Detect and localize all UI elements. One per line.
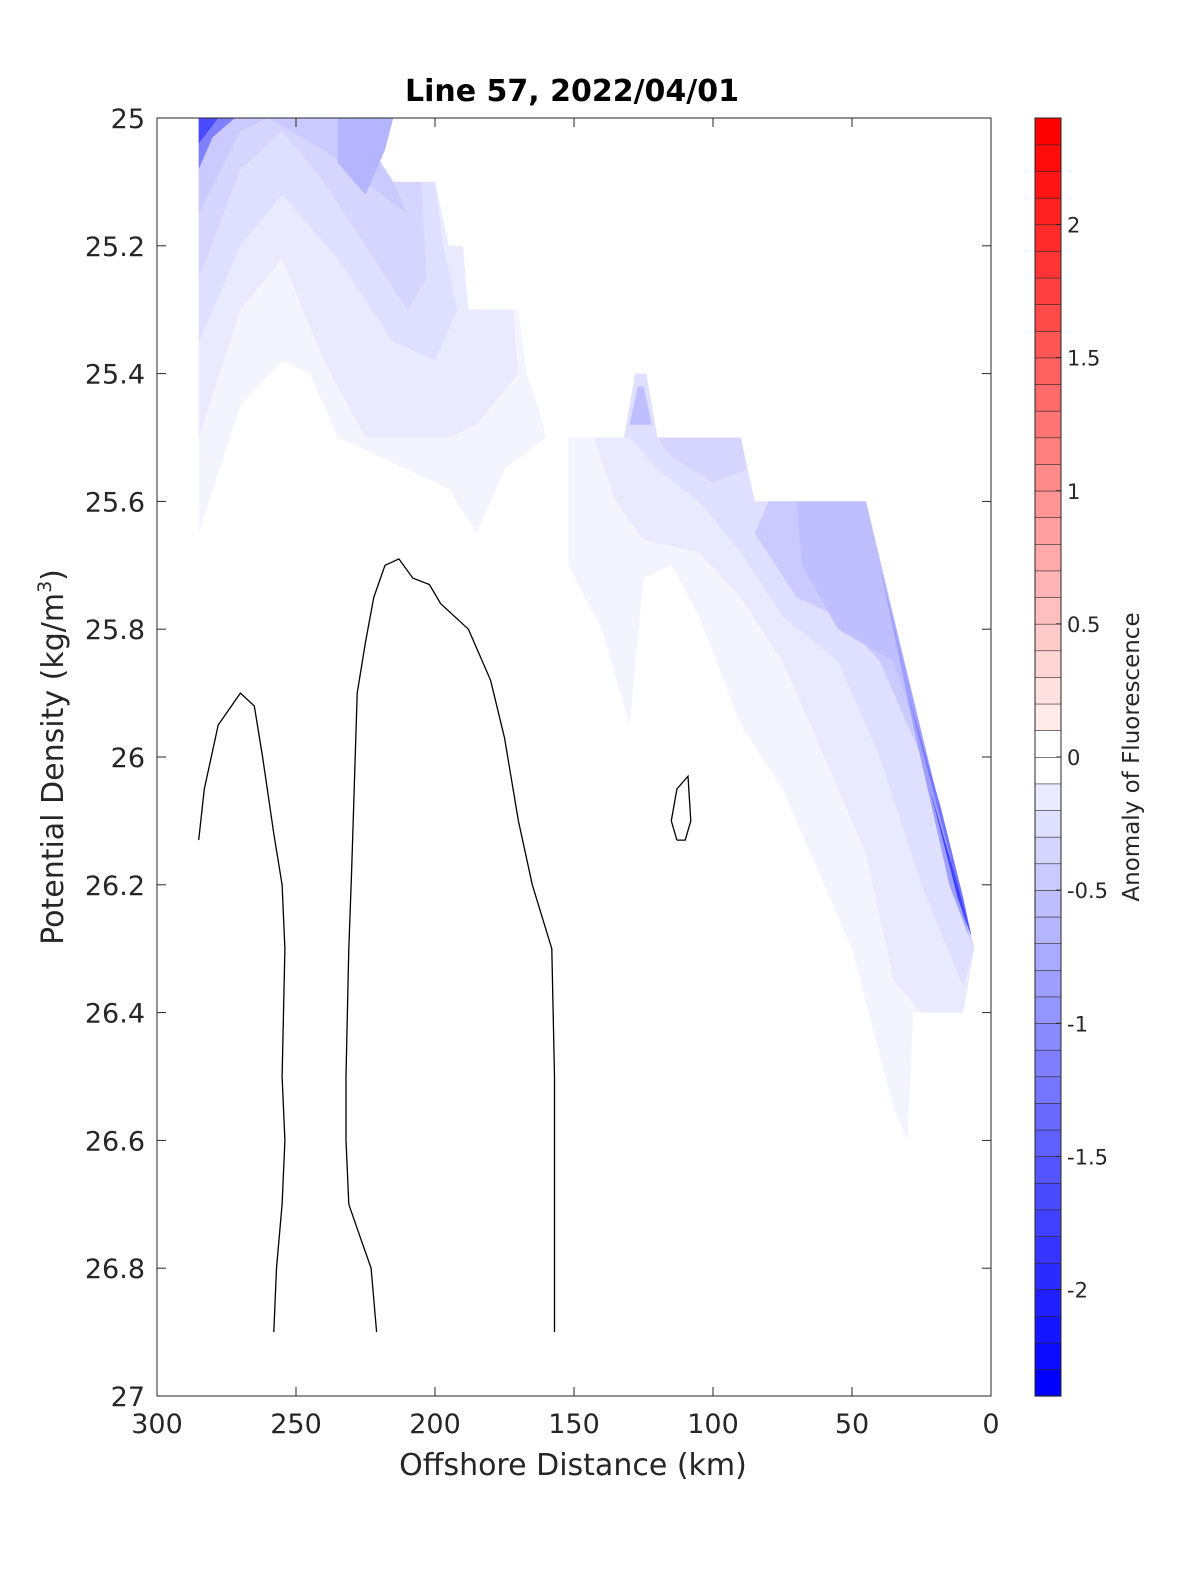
colorbar-segment [1034,863,1062,891]
colorbar-segment [1034,304,1062,332]
colorbar-tick-label: -1 [1067,1012,1088,1036]
colorbar-segment [1034,1369,1062,1397]
colorbar-segment [1034,1156,1062,1184]
colorbar-tick-label: 0 [1067,746,1080,770]
y-tick-label: 26.6 [85,1126,145,1157]
colorbar-segment [1034,250,1062,279]
colorbar-segment [1034,1022,1062,1051]
colorbar-segment [1034,463,1062,492]
colorbar-segment [1034,330,1062,359]
x-axis-ticks: 300 250 200 150 100 50 0 [131,118,1000,1440]
y-tick-label: 26.4 [85,999,145,1030]
colorbar-segment [1034,197,1062,226]
zero-contour-line [345,558,556,1333]
colorbar-segment [1034,1289,1062,1317]
y-axis-label-superscript: 3 [34,581,56,593]
y-tick-label: 27 [111,1382,145,1413]
colorbar-tick-label: 0.5 [1067,613,1100,637]
x-tick-label: 200 [409,1409,461,1440]
y-tick-label: 25.2 [85,232,145,263]
y-tick-label: 26.2 [85,871,145,902]
colorbar-segment [1034,170,1062,199]
y-axis-label: Potential Density (kg/m3) [34,569,71,945]
colorbar-segment [1034,1049,1062,1078]
y-axis-ticks: 25 25.2 25.4 25.6 25.8 26 26.2 26.4 26.6 26.8 27 [85,104,991,1413]
colorbar-segment [1034,437,1062,465]
colorbar-segment [1034,703,1062,731]
colorbar-segment [1034,570,1062,598]
y-tick-label: 26.8 [85,1254,145,1285]
y-tick-label: 25.8 [85,615,145,646]
colorbar-tick-label: -1.5 [1067,1145,1108,1169]
contour-fill-region [629,386,652,425]
colorbar-segment [1034,1182,1062,1211]
chart-title: Line 57, 2022/04/01 [405,74,739,109]
colorbar: 2 1.5 1 0.5 0 -0.5 -1 -1.5 -2 [1034,117,1108,1397]
colorbar-tick-label: 1.5 [1067,347,1100,371]
colorbar-segment [1034,1262,1062,1291]
contour-fill-region [657,437,747,483]
y-axis-label-main: Potential Density (kg/m [36,593,71,945]
colorbar-segment [1034,783,1062,811]
colorbar-tick-label: -0.5 [1067,879,1108,903]
colorbar-tick-label: 1 [1067,480,1080,504]
x-tick-label: 50 [835,1409,869,1440]
x-tick-label: 300 [131,1409,183,1440]
colorbar-segment [1034,1076,1062,1104]
x-tick-label: 250 [270,1409,322,1440]
colorbar-segment [1034,889,1062,918]
colorbar-segment [1034,410,1062,439]
colorbar-segment [1034,969,1062,998]
contour-fill-region [907,693,972,936]
colorbar-segment [1034,730,1062,758]
y-tick-label: 25.6 [85,487,145,518]
y-axis-label-close: ) [36,569,71,581]
colorbar-segment [1034,996,1062,1024]
colorbar-segment [1034,517,1062,545]
colorbar-segment [1034,117,1062,146]
colorbar-segment [1034,676,1062,705]
colorbar-tick-label: -2 [1067,1279,1088,1303]
colorbar-segment [1034,623,1062,652]
x-tick-label: 150 [548,1409,600,1440]
y-tick-label: 25.4 [85,360,145,391]
colorbar-label: Anomaly of Fluorescence [1119,612,1145,901]
colorbar-segment [1034,543,1062,572]
colorbar-segment [1034,1342,1062,1370]
colorbar-segment [1034,836,1062,865]
colorbar-segment [1034,596,1062,625]
colorbar-tick-label: 2 [1067,214,1080,238]
colorbar-segment [1034,383,1062,412]
zero-contour-line [198,692,286,1333]
colorbar-segment [1034,916,1062,944]
colorbar-segment [1034,224,1062,252]
zero-contour-layer [198,558,692,1333]
colorbar-segment [1034,756,1062,785]
contour-fill-region [929,789,972,936]
contour-fill-region [198,118,394,195]
colorbar-segment [1034,357,1062,385]
colorbar-segment [1034,1129,1062,1157]
contour-fill-region [796,501,969,936]
y-tick-label: 26 [111,743,145,774]
x-axis-label: Offshore Distance (km) [399,1448,747,1483]
colorbar-segment [1034,809,1062,838]
colorbar-segment [1034,1235,1062,1264]
colorbar-segment [1034,1315,1062,1344]
y-tick-label: 25 [111,104,145,135]
x-tick-label: 100 [687,1409,739,1440]
filled-contour-layer [198,118,975,1141]
colorbar-segment [1034,1209,1062,1237]
contour-fill-region [198,118,458,361]
colorbar-segment [1034,144,1062,172]
colorbar-segment [1034,650,1062,678]
colorbar-segment [1034,277,1062,305]
zero-contour-line [670,774,692,841]
colorbar-segment [1034,1102,1062,1131]
contour-fill-region [198,118,219,144]
colorbar-segment [1034,943,1062,971]
x-tick-label: 0 [982,1409,999,1440]
colorbar-segment [1034,490,1062,518]
